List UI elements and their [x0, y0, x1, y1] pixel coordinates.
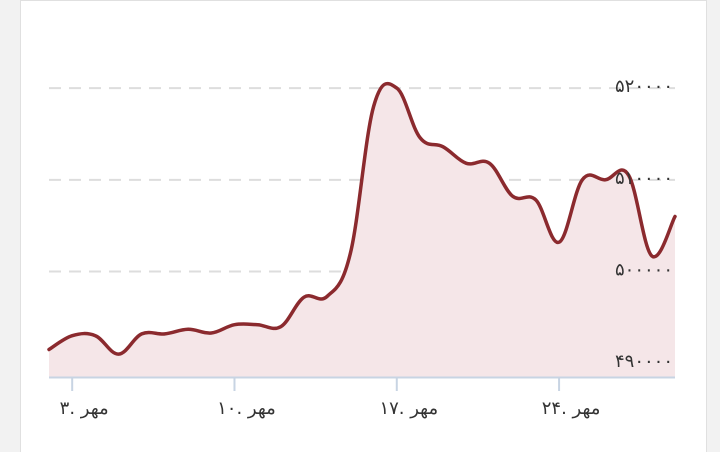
plot-area [47, 81, 677, 377]
x-tick-label: ۱۷. مهر [379, 398, 438, 419]
y-tick-labels: ۴۹۰۰۰۰ ۵۰۰۰۰۰ ۵۱۰۰۰۰ ۵۲۰۰۰۰ [615, 76, 673, 372]
y-tick-label: ۴۹۰۰۰۰ [615, 351, 673, 372]
x-tick-label: ۲۴. مهر [542, 398, 601, 419]
area-fill [49, 83, 675, 377]
chart-card: ۴۹۰۰۰۰ ۵۰۰۰۰۰ ۵۱۰۰۰۰ ۵۲۰۰۰۰ ۳. مهر ۱۰. مهر ۱۷… [20, 0, 707, 452]
series-line [47, 81, 677, 356]
y-tick-label: ۵۱۰۰۰۰ [615, 168, 673, 189]
x-tick-label: ۱۰. مهر [217, 398, 276, 419]
x-tick-label: ۳. مهر [60, 398, 109, 419]
y-tick-label: ۵۰۰۰۰۰ [615, 260, 673, 281]
x-tick-labels: ۳. مهر ۱۰. مهر ۱۷. مهر ۲۴. مهر [60, 398, 601, 419]
area-chart: ۴۹۰۰۰۰ ۵۰۰۰۰۰ ۵۱۰۰۰۰ ۵۲۰۰۰۰ ۳. مهر ۱۰. مهر ۱۷… [47, 76, 677, 419]
x-axis [49, 376, 675, 391]
y-tick-label: ۵۲۰۰۰۰ [615, 76, 673, 97]
